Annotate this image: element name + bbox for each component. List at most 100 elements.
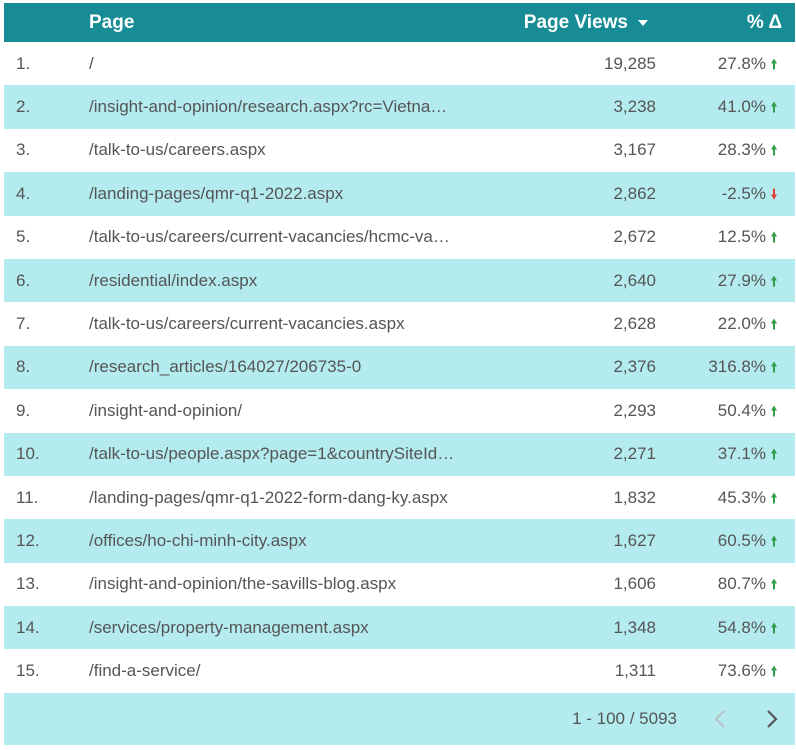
table-body: 1. / 19,285 27.8% 2. /insight-and-opinion/res… bbox=[4, 42, 795, 693]
trend-up-icon bbox=[771, 665, 777, 677]
page-path: /talk-to-us/careers/current-vacancies/hc… bbox=[89, 227, 450, 247]
page-path: /insight-and-opinion/research.aspx?rc=Vi… bbox=[89, 97, 448, 117]
percent-change: 80.7% bbox=[717, 574, 766, 594]
trend-up-icon bbox=[771, 622, 777, 634]
page-views: 2,376 bbox=[613, 357, 656, 377]
page-views: 1,311 bbox=[614, 661, 656, 681]
table-row: 15. /find-a-service/1,311 73.6% bbox=[4, 649, 795, 692]
row-index: 15. bbox=[16, 661, 40, 681]
table-row: 3. /talk-to-us/careers.aspx 3,167 28.3% bbox=[4, 129, 795, 172]
page-path: /residential/index.aspx bbox=[89, 270, 258, 290]
row-index: 6. bbox=[16, 270, 31, 290]
column-header[interactable]: Page Views bbox=[523, 11, 628, 33]
trend-up-icon bbox=[771, 361, 777, 373]
page-path: /landing-pages/qmr-q1-2022.aspx bbox=[89, 183, 344, 203]
row-index: 1. bbox=[16, 53, 31, 73]
row-index: 11. bbox=[16, 487, 39, 507]
trend-up-icon bbox=[771, 58, 777, 70]
row-index: 14. bbox=[16, 617, 40, 637]
row-index: 3. bbox=[16, 140, 31, 160]
row-index: 2. bbox=[16, 97, 31, 117]
prev-page-button[interactable] bbox=[713, 709, 727, 729]
column-header[interactable]: Page bbox=[89, 11, 135, 33]
trend-up-icon bbox=[771, 405, 777, 417]
table-row: 6. /residential/index.aspx 2,640 27.9% bbox=[4, 258, 795, 303]
percent-change: 54.8% bbox=[717, 617, 766, 637]
percent-change: 316.8% bbox=[708, 357, 766, 377]
header-row: Page Page Views % Δ bbox=[4, 3, 795, 42]
column-header[interactable]: % Δ bbox=[746, 11, 782, 33]
percent-change: 45.3% bbox=[717, 487, 766, 507]
percent-change: 50.4% bbox=[717, 400, 766, 420]
page-views: 2,640 bbox=[613, 270, 656, 290]
page-path: /insight-and-opinion/ bbox=[89, 400, 243, 420]
table-row: 2. /insight-and-opinion/research.aspx?rc=… bbox=[4, 85, 795, 129]
percent-change: -2.5% bbox=[721, 183, 766, 203]
page-views: 2,271 bbox=[613, 444, 656, 464]
page-path: /insight-and-opinion/the-savills-blog.as… bbox=[89, 574, 397, 594]
percent-change: 37.1% bbox=[717, 444, 766, 464]
percent-change: 12.5% bbox=[717, 227, 766, 247]
table-row: 11. /landing-pages/qmr-q1-2022-form-dang-… bbox=[4, 476, 795, 519]
table-row: 9. /insight-and-opinion/2,293 50.4% bbox=[4, 389, 795, 432]
trend-up-icon bbox=[771, 578, 777, 590]
page-views: 3,167 bbox=[613, 140, 656, 160]
trend-up-icon bbox=[771, 231, 777, 243]
percent-change: 27.8% bbox=[717, 53, 766, 73]
table-row: 4. /landing-pages/qmr-q1-2022.aspx 2,862 -2… bbox=[4, 172, 795, 216]
trend-down-icon bbox=[771, 188, 777, 200]
page-views: 1,606 bbox=[613, 574, 656, 594]
row-index: 9. bbox=[16, 400, 31, 420]
table: Page Page Views % Δ 1. / 19,285 27.8% 2. /ins… bbox=[4, 3, 795, 745]
percent-change: 73.6% bbox=[717, 661, 766, 681]
row-index: 10. bbox=[16, 444, 40, 464]
table-row: 1. / 19,285 27.8% bbox=[4, 42, 795, 85]
page-path: /research_articles/164027/206735-0 bbox=[89, 357, 362, 377]
row-index: 5. bbox=[16, 227, 31, 247]
pagination-bar: 1 - 100 / 5093 bbox=[4, 692, 795, 745]
row-index: 7. bbox=[16, 314, 31, 334]
row-index: 4. bbox=[16, 183, 31, 203]
page-path: /offices/ho-chi-minh-city.aspx bbox=[89, 530, 307, 550]
page-range: 1 - 100 / 5093 bbox=[572, 708, 677, 728]
percent-change: 22.0% bbox=[717, 314, 766, 334]
page-views: 3,238 bbox=[613, 97, 656, 117]
trend-up-icon bbox=[771, 492, 777, 504]
page-views: 2,628 bbox=[613, 314, 656, 334]
trend-up-icon bbox=[771, 318, 777, 330]
page-views: 19,285 bbox=[604, 53, 656, 73]
page-views: 2,672 bbox=[613, 227, 656, 247]
next-page-button[interactable] bbox=[765, 709, 779, 729]
trend-up-icon bbox=[771, 144, 777, 156]
table-row: 5. /talk-to-us/careers/current-vacancies/… bbox=[4, 216, 795, 259]
page-views: 2,293 bbox=[613, 400, 656, 420]
page-path: / bbox=[89, 53, 94, 73]
page-views: 2,862 bbox=[613, 183, 656, 203]
trend-up-icon bbox=[771, 275, 777, 287]
percent-change: 41.0% bbox=[717, 97, 766, 117]
table-row: 10. /talk-to-us/people.aspx?page=1&countr… bbox=[4, 432, 795, 476]
table-row: 14. /services/property-management.aspx 1,3… bbox=[4, 606, 795, 650]
trend-up-icon bbox=[771, 101, 777, 113]
row-index: 13. bbox=[16, 574, 40, 594]
page-path: /find-a-service/ bbox=[89, 661, 201, 681]
row-index: 8. bbox=[16, 357, 31, 377]
page-path: /landing-pages/qmr-q1-2022-form-dang-ky.… bbox=[89, 487, 448, 507]
sort-icon[interactable] bbox=[637, 19, 649, 27]
page-views: 1,348 bbox=[613, 617, 656, 637]
table-row: 13. /insight-and-opinion/the-savills-blog… bbox=[4, 563, 795, 606]
page-views: 1,627 bbox=[613, 530, 656, 550]
table-row: 12. /offices/ho-chi-minh-city.aspx 1,627 60… bbox=[4, 519, 795, 563]
page-views: 1,832 bbox=[613, 487, 656, 507]
percent-change: 60.5% bbox=[717, 530, 766, 550]
table-row: 8. /research_articles/164027/206735-0 2,37… bbox=[4, 345, 795, 390]
trend-up-icon bbox=[771, 448, 777, 460]
trend-up-icon bbox=[771, 535, 777, 547]
page-path: /talk-to-us/careers.aspx bbox=[89, 140, 266, 160]
page-path: /talk-to-us/careers/current-vacancies.as… bbox=[89, 314, 405, 334]
percent-change: 28.3% bbox=[717, 140, 766, 160]
page-path: /services/property-management.aspx bbox=[89, 617, 369, 637]
percent-change: 27.9% bbox=[717, 270, 766, 290]
table-row: 7. /talk-to-us/careers/current-vacancies.… bbox=[4, 302, 795, 345]
